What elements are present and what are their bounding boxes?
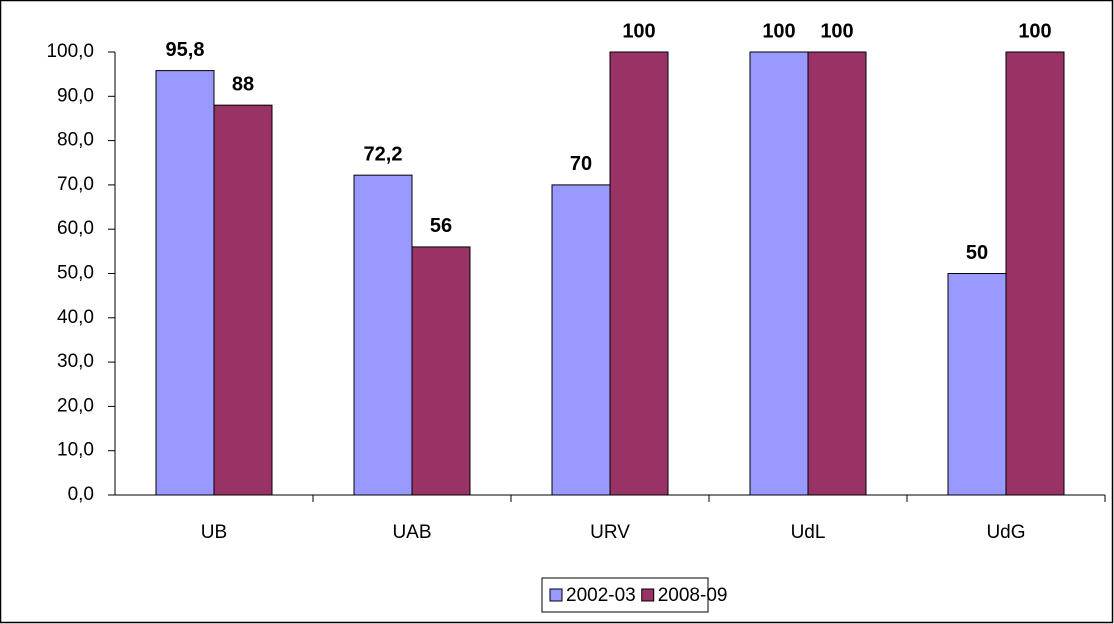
bar xyxy=(411,246,471,496)
x-tick-label: UdG xyxy=(986,522,1025,543)
data-label: 95,8 xyxy=(166,39,205,61)
bar xyxy=(947,273,1007,496)
y-tick-label: 70,0 xyxy=(57,174,94,195)
x-tick-label: UdL xyxy=(791,522,826,543)
y-tick-label: 0,0 xyxy=(68,484,94,505)
x-tick-label: UAB xyxy=(392,522,431,543)
legend-box xyxy=(541,577,709,613)
bar xyxy=(749,51,809,496)
bar xyxy=(551,184,611,496)
y-tick-label: 20,0 xyxy=(57,395,94,416)
x-tick-label: UB xyxy=(201,522,227,543)
bar xyxy=(609,51,669,496)
data-label: 100 xyxy=(622,20,655,42)
y-tick-label: 40,0 xyxy=(57,307,94,328)
y-tick-label: 100,0 xyxy=(46,41,94,62)
bar xyxy=(155,70,215,496)
legend-swatch xyxy=(641,588,655,602)
data-label: 100 xyxy=(820,20,853,42)
y-tick-label: 80,0 xyxy=(57,130,94,151)
data-label: 56 xyxy=(430,215,452,237)
bar xyxy=(807,51,867,496)
legend-label: 2002-03 xyxy=(566,585,636,606)
legend-swatch xyxy=(549,588,563,602)
data-label: 88 xyxy=(232,73,254,95)
x-tick-label: URV xyxy=(590,522,630,543)
data-label: 100 xyxy=(1018,20,1051,42)
data-label: 70 xyxy=(570,153,592,175)
data-label: 50 xyxy=(966,242,988,264)
legend-label: 2008-09 xyxy=(658,585,728,606)
data-label: 100 xyxy=(762,20,795,42)
y-tick-label: 60,0 xyxy=(57,218,94,239)
y-tick-label: 30,0 xyxy=(57,351,94,372)
y-tick-label: 10,0 xyxy=(57,440,94,461)
bar xyxy=(353,174,413,496)
bar xyxy=(1005,51,1065,496)
y-tick-label: 50,0 xyxy=(57,263,94,284)
y-tick-label: 90,0 xyxy=(57,85,94,106)
data-label: 72,2 xyxy=(364,143,403,165)
bar xyxy=(213,104,273,496)
